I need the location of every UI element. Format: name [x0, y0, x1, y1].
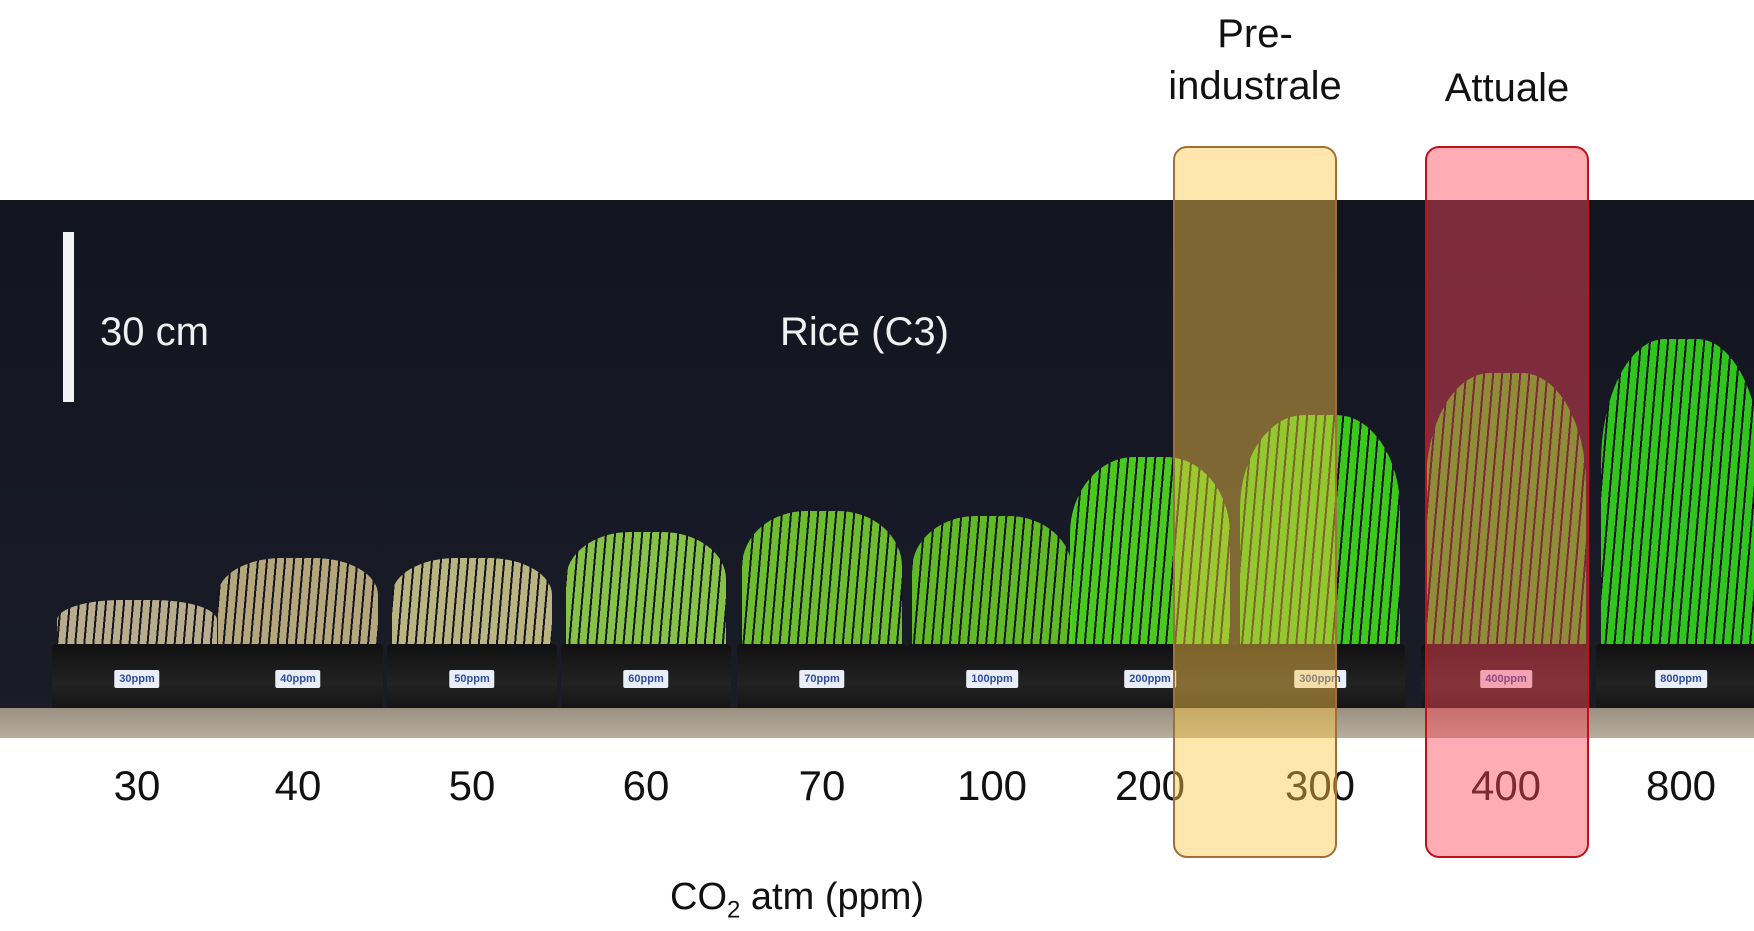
rice-plants-70: [742, 511, 902, 650]
tray-tag: 300ppm: [1294, 670, 1346, 688]
rice-plants-60: [566, 532, 726, 650]
axis-title-prefix: CO: [670, 876, 727, 918]
co2-label-800: 800: [1645, 762, 1717, 809]
rice-plants-800: [1601, 339, 1754, 650]
co2-value-labels: 30 40 50 60 70 100 200 300 400 800: [0, 762, 1754, 812]
tray-tag: 60ppm: [623, 670, 669, 688]
axis-title: CO2 atm (ppm): [670, 876, 924, 925]
rice-plants-200: [1070, 457, 1230, 650]
pre-industrial-label: Pre- industrale: [1150, 8, 1360, 112]
axis-title-suffix: atm (ppm): [740, 876, 925, 918]
tray-tag: 40ppm: [275, 670, 321, 688]
current-highlight: [1425, 146, 1589, 858]
rice-plants-400: [1426, 373, 1586, 650]
tray-tag: 400ppm: [1480, 670, 1532, 688]
scale-label: 30 cm: [100, 310, 209, 354]
scale-bar: [63, 232, 74, 402]
tray-tag: 30ppm: [114, 670, 160, 688]
rice-plants-50: [392, 558, 552, 650]
tray-tag: 50ppm: [449, 670, 495, 688]
tray-tag: 70ppm: [799, 670, 845, 688]
co2-label-50: 50: [448, 762, 496, 809]
co2-label-100: 100: [956, 762, 1028, 809]
tray-tag: 800ppm: [1655, 670, 1707, 688]
pre-industrial-highlight: [1173, 146, 1337, 858]
ground-surface: [0, 708, 1754, 738]
axis-title-subscript: 2: [727, 896, 741, 924]
tray-tag: 100ppm: [966, 670, 1018, 688]
tray-tag: 200ppm: [1124, 670, 1176, 688]
co2-label-60: 60: [622, 762, 670, 809]
rice-plants-40: [218, 558, 378, 650]
pre-industrial-label-line2: industrale: [1168, 64, 1342, 108]
co2-label-40: 40: [274, 762, 322, 809]
co2-label-400: 400: [1470, 762, 1542, 809]
co2-label-30: 30: [113, 762, 161, 809]
rice-co2-photo: 30 cm Rice (C3) 30ppm 40ppm 50ppm 60ppm 70pp…: [0, 200, 1754, 738]
co2-label-300: 300: [1284, 762, 1356, 809]
rice-plants-100: [912, 516, 1072, 650]
co2-label-70: 70: [798, 762, 846, 809]
current-label: Attuale: [1444, 66, 1570, 110]
pre-industrial-label-line1: Pre-: [1217, 12, 1293, 56]
plant-title: Rice (C3): [780, 310, 949, 354]
rice-plants-30: [57, 600, 217, 650]
rice-plants-300: [1240, 415, 1400, 650]
